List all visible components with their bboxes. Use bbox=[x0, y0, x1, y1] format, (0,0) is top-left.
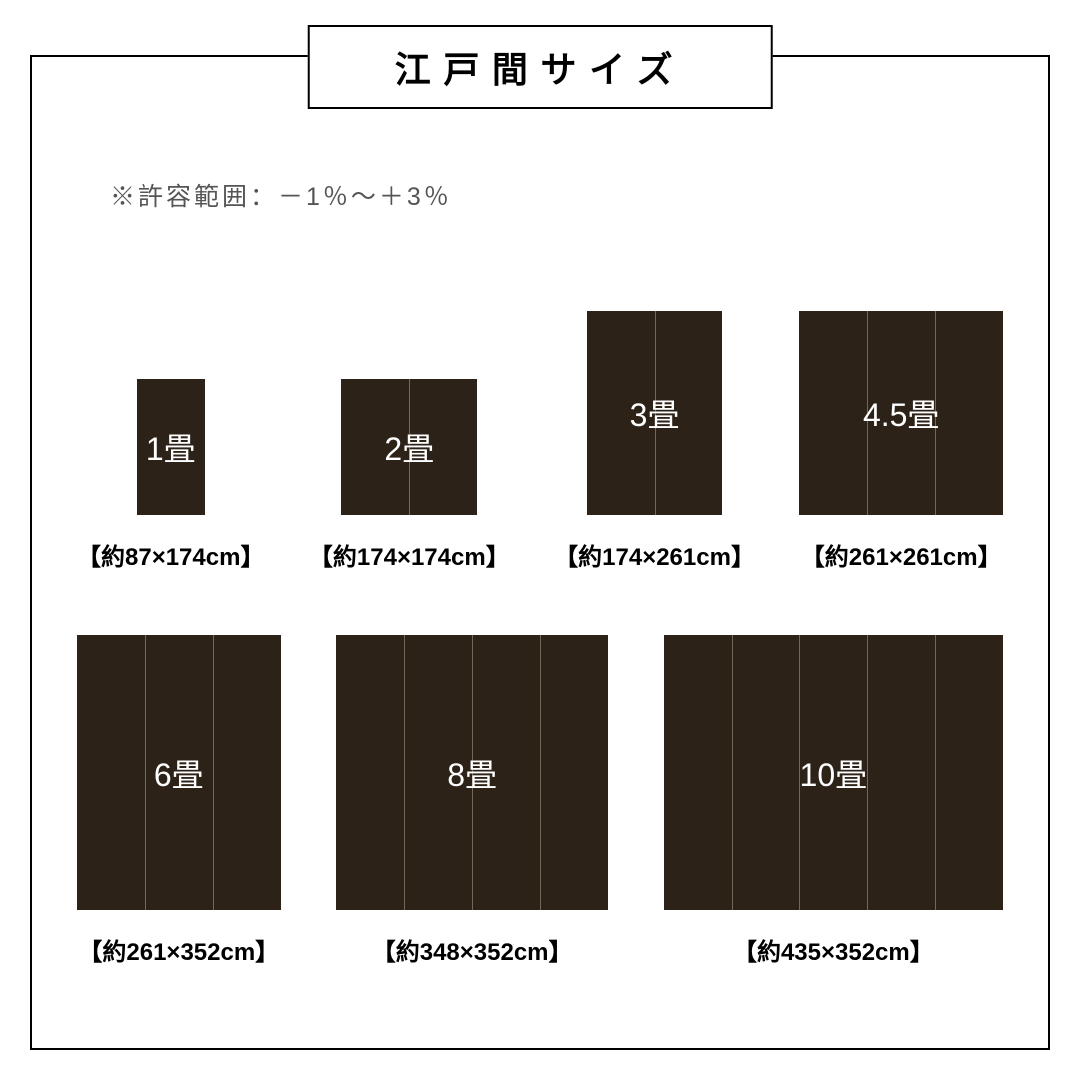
tatami-dimension: 【約435×352cm】 bbox=[733, 932, 934, 967]
tatami-label: 2畳 bbox=[384, 424, 434, 470]
diagram-area: 1畳【約87×174cm】2畳【約174×174cm】3畳【約174×261cm… bbox=[77, 237, 1003, 1023]
panel-divider bbox=[935, 635, 936, 910]
tatami-item: 1畳【約87×174cm】 bbox=[77, 379, 264, 572]
tatami-box: 10畳 bbox=[664, 635, 1003, 910]
tatami-label: 8畳 bbox=[447, 750, 497, 796]
tatami-label: 3畳 bbox=[630, 390, 680, 436]
panel-divider bbox=[213, 635, 214, 910]
tatami-item: 10畳【約435×352cm】 bbox=[664, 635, 1003, 967]
tatami-dimension: 【約261×261cm】 bbox=[801, 537, 1002, 572]
panel-divider bbox=[540, 635, 541, 910]
panel-divider bbox=[732, 635, 733, 910]
tatami-item: 3畳【約174×261cm】 bbox=[554, 311, 755, 572]
panel-divider bbox=[404, 635, 405, 910]
tatami-box: 3畳 bbox=[587, 311, 723, 515]
main-frame: ※許容範囲：－1％～＋3％ 1畳【約87×174cm】2畳【約174×174cm… bbox=[30, 55, 1050, 1050]
page-title: 江戸間サイズ bbox=[308, 25, 773, 109]
tatami-box: 6畳 bbox=[77, 635, 281, 910]
tatami-dimension: 【約174×261cm】 bbox=[554, 537, 755, 572]
tatami-dimension: 【約87×174cm】 bbox=[77, 537, 264, 572]
tatami-label: 1畳 bbox=[146, 424, 196, 470]
tatami-box: 8畳 bbox=[336, 635, 607, 910]
tatami-label: 10畳 bbox=[800, 750, 868, 796]
tatami-dimension: 【約348×352cm】 bbox=[372, 932, 573, 967]
tatami-item: 8畳【約348×352cm】 bbox=[336, 635, 607, 967]
panel-divider bbox=[867, 635, 868, 910]
tatami-dimension: 【約174×174cm】 bbox=[309, 537, 510, 572]
tatami-item: 2畳【約174×174cm】 bbox=[309, 379, 510, 572]
panel-divider bbox=[145, 635, 146, 910]
size-row-bottom: 6畳【約261×352cm】8畳【約348×352cm】10畳【約435×352… bbox=[77, 612, 1003, 967]
tatami-dimension: 【約261×352cm】 bbox=[78, 932, 279, 967]
tatami-box: 1畳 bbox=[137, 379, 205, 515]
tatami-label: 6畳 bbox=[154, 750, 204, 796]
tolerance-note: ※許容範囲：－1％～＋3％ bbox=[110, 177, 452, 213]
tatami-box: 2畳 bbox=[341, 379, 477, 515]
tatami-item: 6畳【約261×352cm】 bbox=[77, 635, 281, 967]
tatami-box: 4.5畳 bbox=[799, 311, 1003, 515]
tatami-label: 4.5畳 bbox=[863, 390, 940, 436]
size-row-top: 1畳【約87×174cm】2畳【約174×174cm】3畳【約174×261cm… bbox=[77, 237, 1003, 572]
tatami-item: 4.5畳【約261×261cm】 bbox=[799, 311, 1003, 572]
